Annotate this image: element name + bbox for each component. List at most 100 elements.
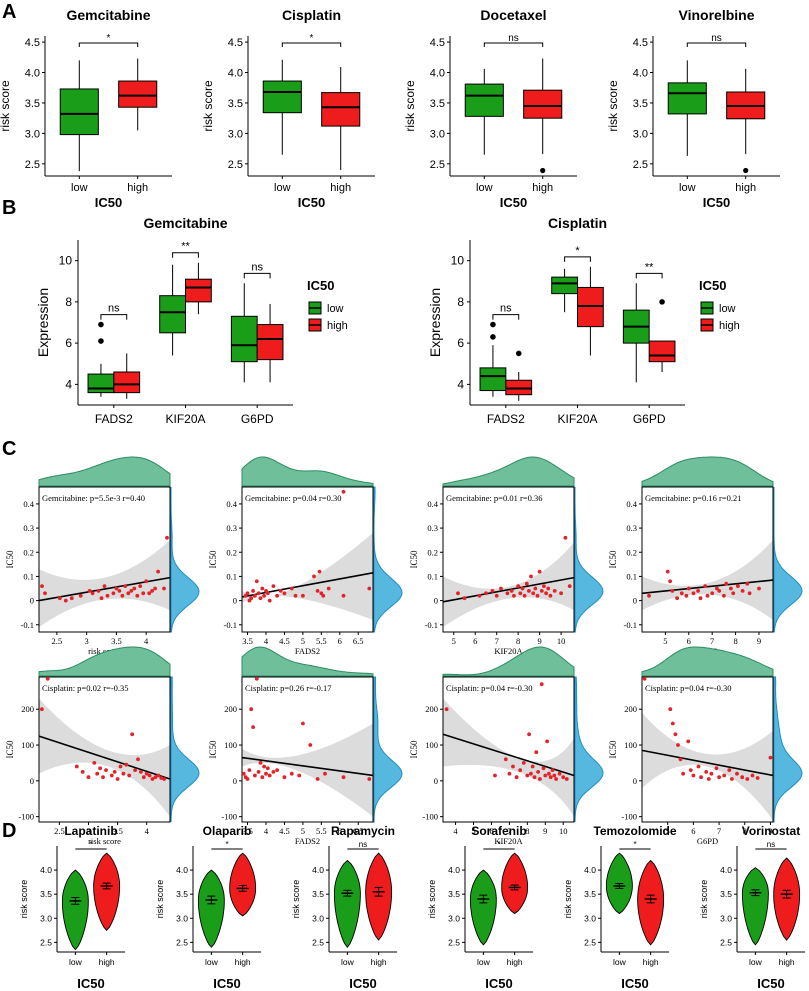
y-tick-label: 3.5 [633, 98, 648, 110]
y-tick-label: -0.1 [624, 620, 637, 630]
data-point [567, 584, 572, 588]
y-axis-label: risk score [201, 80, 215, 132]
right-marginal-density [170, 676, 200, 823]
data-point [696, 589, 700, 593]
data-point [102, 584, 107, 588]
y-tick-label: 0.4 [226, 499, 237, 509]
data-point [541, 766, 546, 771]
y-tick-label: 4.0 [633, 68, 648, 80]
data-point [253, 773, 257, 778]
x-axis-label: IC50 [500, 195, 527, 210]
y-tick-label: 2.5 [584, 937, 596, 947]
y-tick-label: 3.0 [633, 128, 648, 140]
data-point [545, 739, 549, 744]
x-tick-label: high [643, 957, 659, 967]
data-point [533, 586, 538, 591]
x-tick-label: 4 [453, 826, 458, 836]
y-axis-label: IC50 [409, 740, 419, 759]
data-point [494, 593, 499, 598]
data-point [684, 593, 689, 598]
y-tick-label: -100 [18, 812, 34, 822]
plot-title: Temozolomide [593, 824, 676, 838]
regression-line [241, 572, 374, 598]
outlier-point [98, 338, 104, 344]
y-tick-label: 2.5 [430, 159, 445, 171]
data-point [104, 768, 108, 772]
plot-frame [442, 676, 575, 823]
plot-title: Rapamycin [331, 824, 395, 838]
data-point [282, 591, 287, 596]
y-axis-label: Expression [427, 288, 443, 357]
data-point [668, 707, 673, 712]
violin-plot-sorafenib: Sorafenib 2.5 3.0 3.5 4.0 risk score low high IC… [427, 824, 533, 991]
plot-title: Vorinostat [742, 824, 800, 838]
x-tick-label: 2.5 [54, 826, 65, 836]
data-point [529, 574, 533, 579]
x-axis-label: IC50 [213, 976, 240, 991]
data-point [69, 596, 74, 601]
data-point [264, 771, 268, 776]
top-marginal-density [38, 646, 171, 677]
data-point [456, 591, 460, 596]
data-point [98, 766, 102, 771]
x-tick-label: 10 [559, 826, 568, 836]
box-low [464, 83, 504, 117]
x-tick-label: low [679, 182, 696, 194]
y-tick-label: 100 [21, 740, 34, 750]
x-tick-label: 10 [557, 636, 566, 646]
data-point [724, 581, 729, 586]
significance-bracket [78, 42, 139, 47]
x-tick-label: 6 [691, 826, 695, 836]
data-point [735, 771, 739, 776]
box-high [321, 92, 361, 127]
data-point [727, 768, 732, 772]
y-tick-label: 2.5 [40, 937, 52, 947]
data-point [144, 771, 149, 776]
plot-frame [241, 676, 374, 823]
significance-label: ** [181, 241, 190, 253]
y-tick-label: -100 [422, 812, 438, 822]
y-axis-label: risk score [19, 880, 29, 919]
y-tick-label: 0.4 [23, 499, 34, 509]
confidence-band [39, 540, 170, 628]
box-high [523, 89, 563, 119]
data-point [538, 777, 542, 781]
data-point [548, 775, 553, 780]
data-point [530, 764, 535, 769]
outlier-point [743, 167, 749, 174]
violin-low [741, 867, 769, 946]
data-point [301, 721, 305, 726]
data-point [156, 569, 161, 574]
data-point [703, 584, 708, 588]
violin-low [197, 869, 225, 948]
data-point [730, 777, 734, 781]
y-tick-label: 0.3 [23, 523, 34, 533]
x-tick-label: 6 [338, 826, 342, 836]
data-point [130, 732, 135, 737]
data-point [156, 773, 161, 778]
x-tick-label: high [371, 957, 387, 967]
correlation-annotation: Cisplatin: p=0.04 r=-0.30 [446, 683, 533, 693]
x-tick-label: low [274, 182, 291, 194]
x-tick-label: high [235, 957, 251, 967]
data-point [681, 771, 685, 776]
x-tick-label: 5 [663, 636, 667, 646]
y-tick-label: 0 [633, 596, 637, 606]
data-point [490, 589, 495, 593]
x-tick-label: low [613, 957, 627, 967]
data-point [99, 596, 104, 601]
y-axis-label: IC50 [5, 740, 15, 759]
data-point [260, 775, 265, 780]
y-tick-label: 0 [233, 596, 237, 606]
scatter-plot-3: 5 6 7 8 9 10 -0.1 0 0.1 0.2 0.3 0.4 KIF20A IC50 Gemcit… [409, 456, 604, 656]
data-point [253, 593, 257, 598]
y-tick-label: 100 [624, 740, 637, 750]
data-point [256, 591, 261, 596]
significance-label: * [575, 245, 580, 257]
panel-label-d: D [2, 820, 16, 842]
plot-title: Vinorelbine [679, 7, 755, 23]
data-point [537, 569, 542, 574]
x-tick-label: high [99, 957, 115, 967]
significance-bracket [281, 42, 342, 47]
y-axis-label: IC50 [409, 550, 419, 569]
